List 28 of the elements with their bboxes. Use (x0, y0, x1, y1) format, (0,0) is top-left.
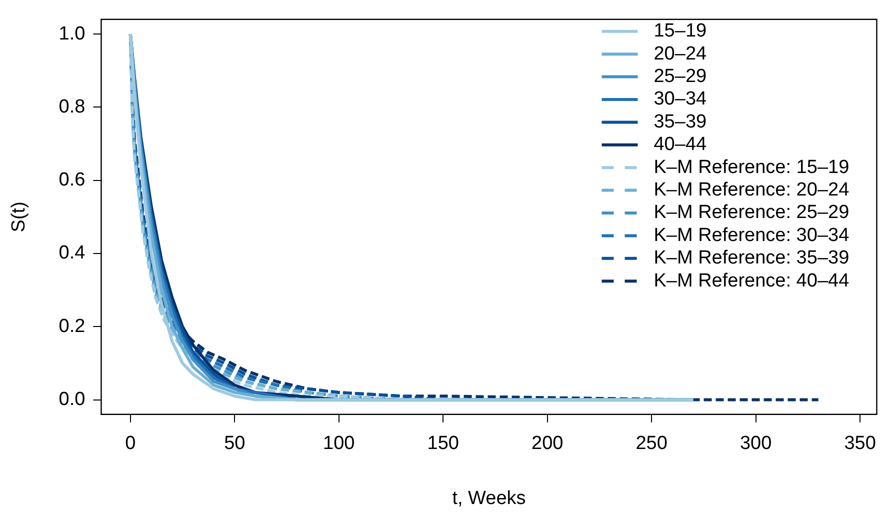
x-tick-label: 100 (323, 433, 355, 454)
legend-label: K–M Reference: 40–44 (654, 270, 850, 292)
legend-label: K–M Reference: 20–24 (654, 180, 850, 201)
y-tick-label: 0.0 (58, 389, 86, 410)
y-tick-label: 1.0 (58, 23, 86, 44)
legend-label: 15–19 (654, 20, 707, 42)
x-tick-label: 350 (844, 433, 876, 454)
x-tick-label: 150 (427, 433, 459, 454)
y-tick-label: 0.2 (58, 316, 86, 337)
legend-label: 30–34 (654, 88, 708, 110)
x-tick-label: 0 (125, 433, 136, 454)
y-axis-title: S(t) (8, 202, 30, 232)
legend-label: K–M Reference: 30–34 (654, 224, 850, 246)
x-tick-label: 300 (740, 433, 772, 454)
x-tick-label: 250 (636, 433, 668, 454)
legend-label: K–M Reference: 15–19 (654, 156, 850, 178)
legend-label: K–M Reference: 35–39 (654, 248, 850, 269)
x-tick-label: 200 (532, 433, 564, 454)
y-tick-label: 0.6 (58, 170, 86, 191)
legend-label: 20–24 (654, 43, 708, 64)
y-tick-label: 0.4 (58, 242, 86, 264)
x-tick-label: 50 (224, 433, 246, 454)
legend-label: 40–44 (654, 134, 708, 156)
legend-label: 25–29 (654, 66, 707, 88)
x-axis-title: t, Weeks (452, 488, 526, 509)
legend-label: K–M Reference: 25–29 (654, 202, 850, 224)
legend-label: 35–39 (654, 111, 707, 132)
y-tick-label: 0.8 (58, 96, 86, 118)
